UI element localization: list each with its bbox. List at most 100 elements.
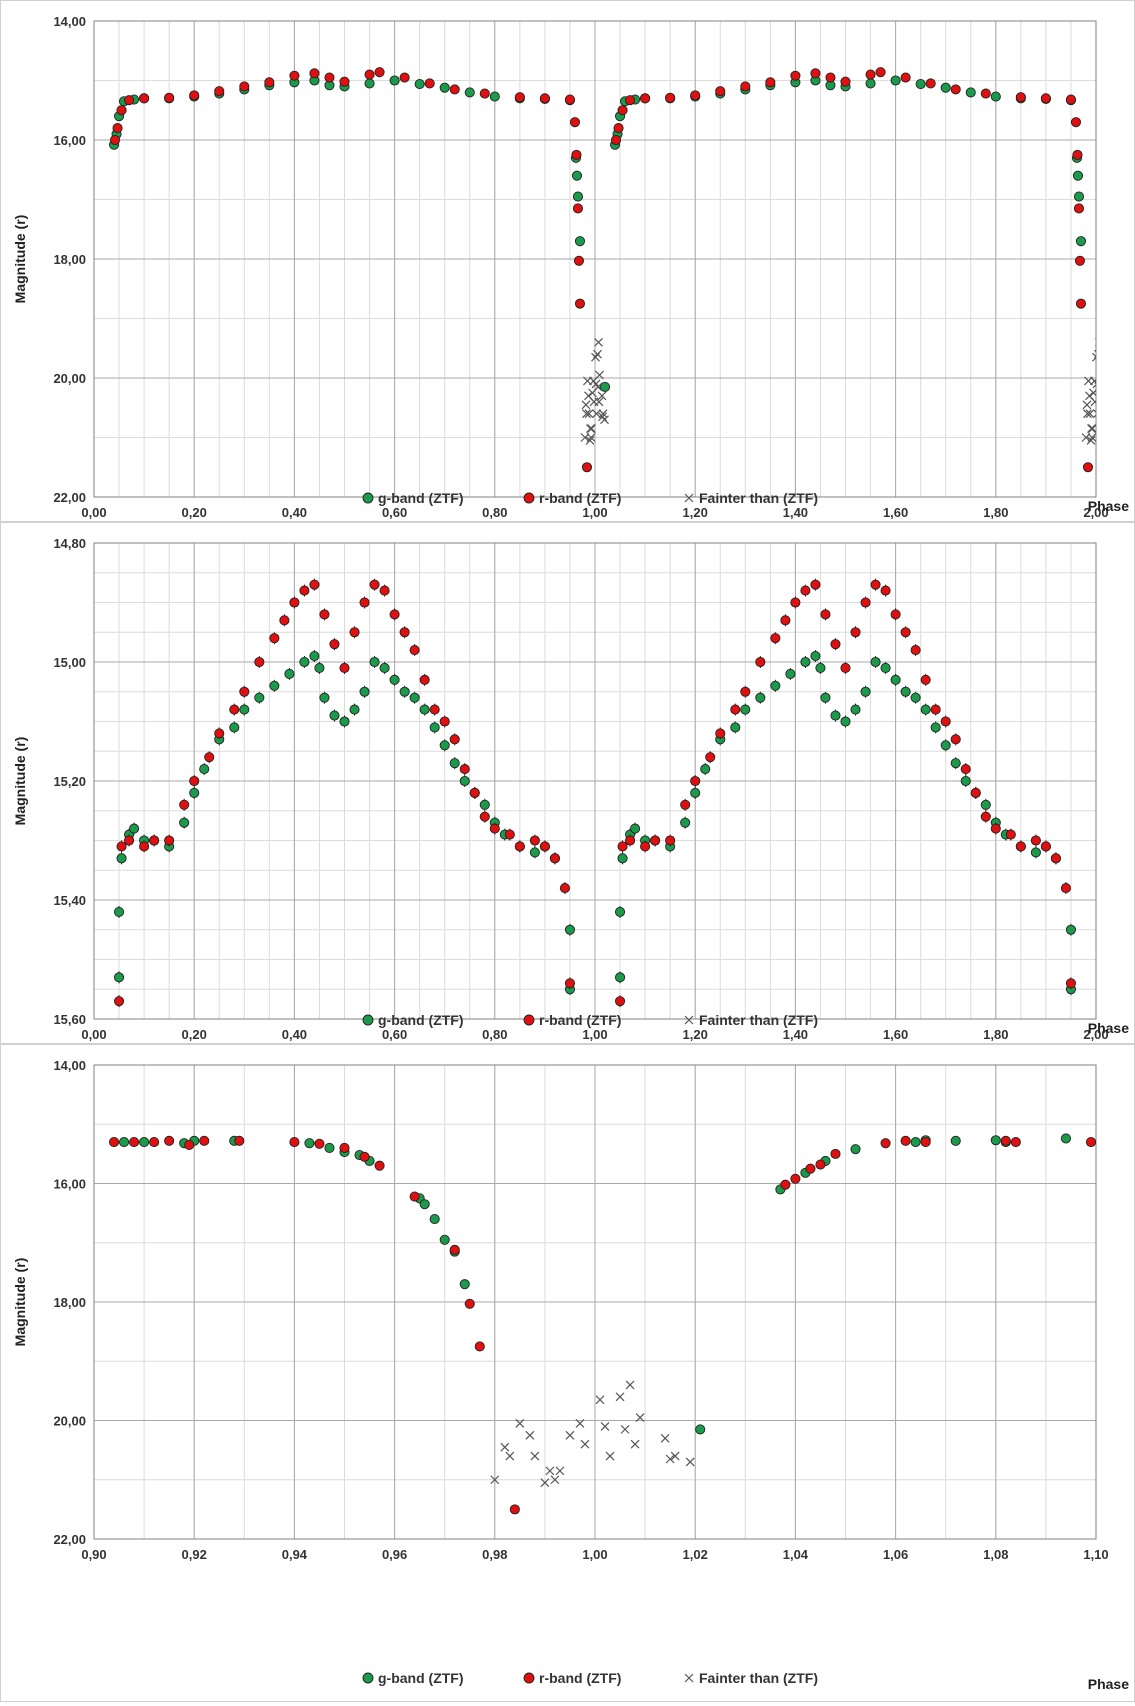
legend-x-marker	[684, 1015, 694, 1025]
r-band-point	[329, 639, 340, 650]
r-band-point	[349, 627, 360, 638]
x-tick-label: 0,20	[182, 505, 207, 520]
plot-area-border	[93, 542, 1097, 1020]
legend: g-band (ZTF) r-band (ZTF) Fainter than (ZT…	[362, 490, 818, 506]
r-band-point	[755, 656, 766, 668]
r-band-point	[324, 72, 335, 83]
upper-limit-point	[1083, 409, 1092, 419]
r-band-point	[790, 1173, 801, 1184]
g-band-point	[299, 656, 310, 668]
r-band-point	[269, 633, 280, 644]
g-band-point	[890, 674, 901, 685]
g-band-point	[116, 853, 127, 864]
g-band-point	[730, 722, 741, 733]
r-band-point	[1000, 1135, 1011, 1146]
r-band-point	[279, 615, 290, 626]
upper-limit-point	[585, 436, 595, 445]
upper-limit-point	[575, 1419, 585, 1428]
r-band-point	[1065, 978, 1076, 989]
g-band-point	[690, 787, 701, 798]
r-band-point	[214, 86, 225, 97]
r-band-point	[1015, 92, 1026, 103]
g-band-point	[199, 764, 210, 775]
legend-x-marker	[684, 1673, 694, 1683]
r-band-point	[990, 823, 1001, 834]
upper-limit-point	[505, 1451, 515, 1461]
g-band-point	[830, 710, 841, 721]
light-curve-eclipse-detail: 0,90 0,92 0,94 0,96 0,98 1,00 1,02 1,04 1,06 1,08…	[12, 1058, 1129, 1692]
r-band-point	[164, 1135, 175, 1146]
r-band-point	[289, 597, 300, 608]
r-band-point	[489, 823, 500, 834]
upper-limit-point	[1100, 410, 1108, 418]
r-band-point	[474, 1341, 485, 1352]
g-band-point	[965, 87, 976, 98]
y-tick-label: 14,00	[53, 1058, 86, 1073]
upper-limit-point	[595, 1395, 605, 1405]
upper-limit-point	[605, 1451, 615, 1461]
r-band-point	[504, 829, 515, 840]
g-band-point	[359, 686, 370, 697]
g-band-point	[1065, 924, 1076, 935]
r-band-point	[900, 72, 911, 83]
g-band-point	[920, 704, 931, 715]
r-band-point	[409, 645, 420, 656]
x-tick-label: 0,60	[382, 1027, 407, 1042]
g-band-point	[870, 656, 881, 668]
upper-limit-point	[1087, 433, 1096, 442]
g-band-point	[114, 972, 125, 983]
upper-limit-point	[490, 1475, 500, 1485]
g-band-point	[319, 692, 330, 703]
plot-area-border	[93, 20, 1097, 498]
g-band-point	[429, 1213, 440, 1225]
y-tick-label: 16,00	[53, 1177, 86, 1192]
r-band-point	[910, 645, 921, 656]
r-band-point	[189, 775, 200, 787]
r-band-point	[1074, 255, 1086, 266]
r-band-point	[860, 597, 871, 608]
x-tick-label: 0,60	[382, 505, 407, 520]
g-band-point	[339, 716, 350, 727]
upper-limit-point	[594, 397, 604, 407]
g-band-point	[419, 704, 430, 715]
g-band-point	[429, 722, 440, 733]
g-band-point	[529, 847, 540, 858]
upper-limit-point	[1092, 352, 1096, 362]
g-band-point	[139, 1136, 150, 1148]
r-band-point	[815, 1159, 826, 1170]
g-band-point	[800, 656, 811, 668]
chart-panel-full: 0,00 0,20 0,40 0,60 0,80 1,00 1,20 1,40 1,60 1,80…	[0, 0, 1135, 522]
r-band-point	[139, 841, 150, 852]
upper-limit-point	[1095, 397, 1096, 406]
g-band-point	[369, 656, 380, 668]
r-band-point	[399, 72, 410, 83]
legend-r-marker	[523, 1014, 535, 1026]
r-band-point	[805, 1163, 816, 1174]
x-tick-label: 1,08	[983, 1547, 1008, 1562]
g-band-point	[459, 775, 470, 787]
x-tick-label: 1,00	[582, 505, 607, 520]
r-band-point	[680, 799, 691, 810]
g-band-point	[860, 686, 871, 697]
r-band-point	[610, 134, 622, 146]
r-band-point	[459, 764, 470, 775]
x-axis-label: Phase	[1088, 1020, 1129, 1036]
r-band-point	[184, 1139, 195, 1151]
upper-limit-point	[597, 391, 607, 401]
r-band-point	[790, 597, 801, 608]
y-tick-label: 20,00	[53, 371, 86, 386]
g-band-point	[740, 704, 751, 715]
g-band-point	[1101, 382, 1110, 391]
r-band-point	[940, 716, 951, 727]
upper-limit-point	[1092, 379, 1096, 389]
legend-x-label: Fainter than (ZTF)	[699, 490, 818, 506]
upper-limit-point	[600, 1422, 610, 1431]
g-band-point	[324, 1142, 335, 1153]
r-band-point	[740, 686, 751, 697]
y-tick-label: 22,00	[53, 1532, 86, 1547]
upper-limit-point	[500, 1442, 510, 1452]
g-band-point	[1060, 1133, 1071, 1144]
upper-limit-point	[593, 382, 603, 392]
r-band-point	[1015, 841, 1026, 852]
